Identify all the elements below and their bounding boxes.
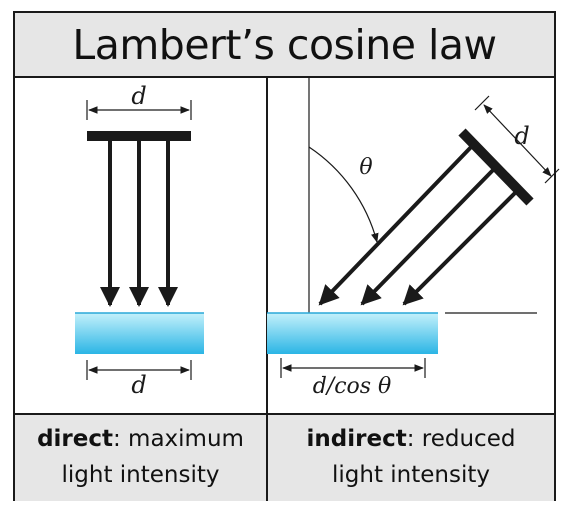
left-dimension-top (86, 100, 192, 120)
right-dimension-top (474, 95, 560, 184)
left-light-source (87, 131, 191, 141)
left-caption-bold: direct (37, 426, 113, 452)
right-dimension-bottom (280, 358, 426, 378)
left-caption-line1: direct: maximum (15, 421, 266, 457)
right-caption-rest: : reduced (406, 426, 516, 452)
left-surface (75, 313, 204, 354)
right-beam-label: d (514, 122, 529, 150)
left-dimension-bottom (86, 360, 192, 380)
left-caption-rest: : maximum (112, 426, 244, 452)
panel-divider (266, 76, 268, 501)
title-bar: Lambert’s cosine law (15, 13, 554, 78)
right-caption-bold: indirect (306, 426, 407, 452)
angle-arc (308, 146, 379, 243)
right-ray-3 (402, 188, 520, 306)
left-caption-line2: light intensity (61, 462, 220, 488)
right-caption: indirect: reduced light intensity (268, 413, 554, 501)
left-caption: direct: maximum light intensity (15, 413, 266, 501)
right-caption-line2: light intensity (331, 462, 490, 488)
right-caption-line1: indirect: reduced (268, 421, 554, 457)
angle-label: θ (359, 155, 372, 180)
right-ray-2 (360, 165, 498, 306)
left-surface-label: d (131, 371, 146, 399)
figure-frame: Lambert’s cosine law direct: maximum lig… (13, 11, 556, 501)
right-surface-label: d/cos θ (313, 374, 392, 399)
right-surface (267, 313, 438, 354)
left-beam-label: d (131, 82, 146, 110)
right-ray-1 (318, 142, 476, 306)
figure-title: Lambert’s cosine law (72, 21, 497, 69)
